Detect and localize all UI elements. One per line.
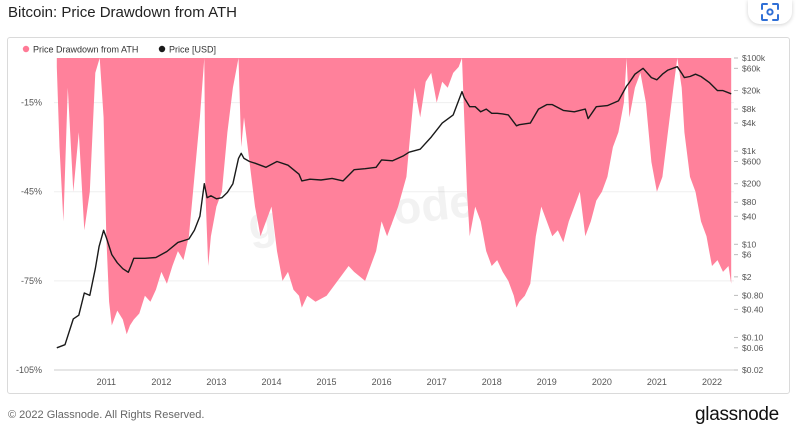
y-left-tick-label: -45% bbox=[21, 187, 42, 197]
y-left-tick-label: -75% bbox=[21, 276, 42, 286]
y-left-tick-label: -105% bbox=[16, 365, 42, 375]
y-right-tick-label: $100k bbox=[742, 53, 766, 63]
y-right-tick-label: $0.40 bbox=[742, 304, 764, 314]
x-tick-label: 2012 bbox=[151, 377, 171, 387]
footer-copyright: © 2022 Glassnode. All Rights Reserved. bbox=[8, 409, 205, 421]
y-right-tick-label: $200 bbox=[742, 179, 761, 189]
y-right-tick-label: $4k bbox=[742, 118, 756, 128]
y-right-tick-label: $0.02 bbox=[742, 365, 764, 375]
y-right-tick-label: $0.10 bbox=[742, 332, 764, 342]
x-tick-label: 2013 bbox=[206, 377, 226, 387]
legend-swatch-price bbox=[158, 45, 166, 53]
x-tick-label: 2011 bbox=[97, 377, 116, 387]
y-right-tick-label: $40 bbox=[742, 211, 756, 221]
x-tick-label: 2015 bbox=[317, 377, 337, 387]
y-right-tick-label: $600 bbox=[742, 156, 761, 166]
y-right-tick-label: $10 bbox=[742, 239, 756, 249]
y-right-tick-label: $60k bbox=[742, 63, 761, 73]
y-right-tick-label: $6 bbox=[742, 250, 752, 260]
chart-card: glassnode -15%-45%-75%-105%$100k$60k$20k… bbox=[7, 37, 790, 394]
y-right-tick-label: $0.80 bbox=[742, 290, 764, 300]
x-tick-label: 2022 bbox=[702, 377, 722, 387]
legend: Price Drawdown from ATH Price [USD] bbox=[22, 45, 216, 55]
price-line-layer bbox=[56, 66, 732, 349]
y-right-tick-label: $8k bbox=[742, 104, 756, 114]
y-right-tick-label: $80 bbox=[742, 197, 756, 207]
x-tick-label: 2017 bbox=[427, 377, 447, 387]
axis-layer: -15%-45%-75%-105%$100k$60k$20k$8k$4k$1k$… bbox=[16, 53, 766, 387]
x-tick-label: 2021 bbox=[647, 377, 667, 387]
y-left-tick-label: -15% bbox=[21, 98, 42, 108]
legend-label-price[interactable]: Price [USD] bbox=[169, 45, 216, 55]
y-right-tick-label: $20k bbox=[742, 86, 761, 96]
x-tick-label: 2018 bbox=[482, 377, 502, 387]
glassnode-logo: glassnode bbox=[695, 404, 779, 425]
scan-button[interactable] bbox=[748, 0, 792, 24]
x-tick-label: 2020 bbox=[592, 377, 612, 387]
y-right-tick-label: $1k bbox=[742, 146, 756, 156]
legend-label-drawdown[interactable]: Price Drawdown from ATH bbox=[33, 45, 138, 55]
price-line bbox=[56, 66, 732, 349]
x-tick-label: 2016 bbox=[372, 377, 392, 387]
y-right-tick-label: $2 bbox=[742, 272, 752, 282]
chart-title: Bitcoin: Price Drawdown from ATH bbox=[8, 4, 237, 21]
legend-swatch-drawdown bbox=[22, 45, 30, 53]
scan-qr-icon bbox=[761, 3, 779, 21]
drawdown-area-layer bbox=[56, 58, 732, 335]
drawdown-area bbox=[56, 58, 732, 335]
chart-svg: glassnode -15%-45%-75%-105%$100k$60k$20k… bbox=[16, 45, 766, 388]
y-right-tick-label: $0.06 bbox=[742, 343, 764, 353]
x-tick-label: 2014 bbox=[261, 377, 281, 387]
x-tick-label: 2019 bbox=[537, 377, 557, 387]
